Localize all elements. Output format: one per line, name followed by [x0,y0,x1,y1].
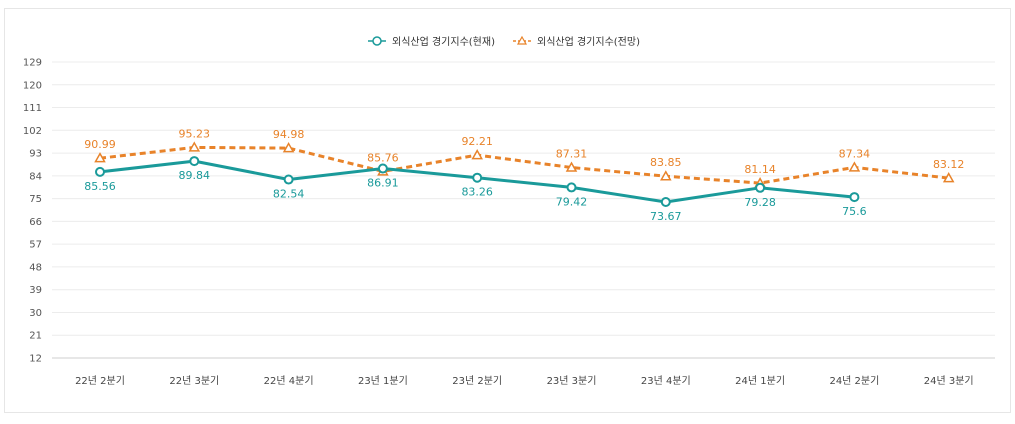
forecast-point[interactable] [471,149,483,160]
forecast-data-label: 87.31 [556,147,588,160]
y-tick-label: 120 [23,80,42,91]
y-tick-label: 30 [29,308,42,319]
forecast-data-label: 95.23 [179,127,211,140]
y-tick-label: 129 [23,58,42,69]
current-point[interactable] [755,182,766,193]
legend-item-forecast[interactable]: 외식산업 경기지수(전망) [513,35,640,48]
triangle-marker-icon [516,35,528,45]
forecast-point[interactable] [282,142,295,153]
legend-item-current[interactable]: 외식산업 경기지수(현재) [368,35,495,48]
y-tick-label: 66 [29,217,42,228]
x-tick-label: 23년 3분기 [547,375,597,387]
forecast-point[interactable] [94,152,106,163]
forecast-point[interactable] [942,172,955,183]
chart-panel [4,8,1011,413]
current-point[interactable] [189,156,200,167]
y-tick-label: 57 [29,240,42,251]
x-tick-label: 24년 3분기 [924,375,974,387]
current-point[interactable] [660,196,671,207]
current-data-label: 82.54 [273,188,305,201]
x-axis: 22년 2분기 22년 3분기 22년 4분기 23년 1분기 23년 2분기 23년 3… [75,375,974,387]
forecast-data-label: 83.85 [650,156,682,169]
forecast-data-label: 83.12 [933,158,965,171]
legend-label: 외식산업 경기지수(전망) [537,35,640,48]
y-tick-label: 84 [29,171,42,182]
forecast-data-label: 81.14 [744,163,776,176]
forecast-data-label: 85.76 [367,151,399,164]
forecast-point[interactable] [660,170,672,181]
grid [52,61,995,359]
forecast-point[interactable] [565,161,578,172]
forecast-point[interactable] [848,161,861,172]
x-tick-label: 23년 1분기 [358,375,408,387]
x-tick-label: 24년 2분기 [829,375,879,387]
current-data-label: 79.42 [556,195,588,208]
current-data-label: 83.26 [461,186,493,199]
data-labels: 90.99 95.23 94.98 85.76 92.21 87.31 83.85 81.14… [84,127,964,223]
current-point[interactable] [377,163,388,174]
forecast-data-label: 90.99 [84,138,116,151]
current-point[interactable] [283,174,294,185]
circle-marker-icon [372,36,382,46]
current-data-label: 79.28 [744,196,776,209]
y-axis: 129 120 111 102 93 84 75 66 57 48 39 30 21 12 [23,58,42,365]
forecast-point[interactable] [188,141,201,152]
y-tick-label: 75 [29,194,42,205]
y-tick-label: 21 [29,331,42,342]
y-tick-label: 102 [23,126,42,137]
series-layer [94,141,955,207]
current-point[interactable] [95,166,105,177]
current-point[interactable] [566,182,577,193]
y-tick-label: 12 [29,354,42,365]
current-data-label: 73.67 [650,210,682,223]
forecast-series-line [99,145,949,185]
current-data-label: 75.6 [842,205,867,218]
x-tick-label: 22년 2분기 [75,375,125,387]
y-tick-label: 39 [29,285,42,296]
current-point[interactable] [472,172,483,183]
x-tick-label: 22년 4분기 [264,375,314,387]
legend[interactable]: 외식산업 경기지수(현재) 외식산업 경기지수(전망) [368,35,640,48]
x-tick-label: 23년 2분기 [452,375,502,387]
legend-label: 외식산업 경기지수(현재) [392,35,495,48]
forecast-data-label: 92.21 [461,135,493,148]
x-tick-label: 23년 4분기 [641,375,691,387]
current-data-label: 89.84 [179,169,211,182]
y-tick-label: 111 [23,103,42,114]
x-tick-label: 22년 3분기 [169,375,219,387]
forecast-data-label: 94.98 [273,128,305,141]
y-tick-label: 48 [29,262,42,273]
y-tick-label: 93 [29,149,42,160]
x-tick-label: 24년 1분기 [735,375,785,387]
current-data-label: 85.56 [84,180,116,193]
current-data-label: 86.91 [367,176,399,189]
forecast-data-label: 87.34 [839,147,871,160]
current-point[interactable] [849,192,860,203]
